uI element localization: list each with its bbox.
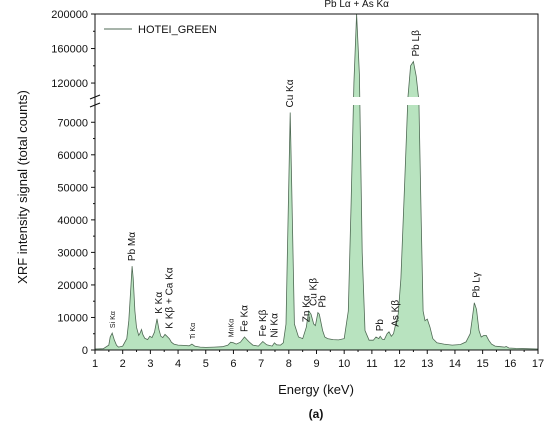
axis-break-mark-upper [89, 94, 101, 100]
x-tick-label: 4 [175, 358, 181, 370]
x-tick-label: 5 [203, 358, 209, 370]
peak-label: Cu Kβ [309, 278, 320, 306]
x-tick-label: 9 [313, 358, 319, 370]
peak-label: Ti Kα [190, 323, 197, 339]
y-tick-label: 40000 [57, 215, 88, 227]
peak-label: As Kβ [391, 300, 402, 327]
x-tick-label: 14 [449, 358, 461, 370]
peak-label: Pb Lγ [472, 272, 483, 298]
x-tick-label: 2 [120, 358, 126, 370]
peak-label: Pb Lα + As Kα [324, 0, 389, 10]
x-tick-label: 15 [477, 358, 489, 370]
peak-label: K Kβ + Ca Kα [165, 267, 176, 328]
spectrum-line [94, 13, 539, 350]
x-axis-label: Energy (keV) [278, 382, 354, 397]
peak-label: K Kα [154, 292, 165, 314]
y-tick-label: 160000 [51, 44, 88, 56]
legend: HOTEI_GREEN [104, 24, 217, 36]
peak-label: Pb [318, 295, 329, 308]
x-tick-label: 17 [532, 358, 544, 370]
axis-break-mark-lower [89, 102, 101, 108]
peak-label: Si Kα [110, 311, 117, 328]
y-tick-label: 60000 [57, 150, 88, 162]
x-tick-label: 1 [92, 358, 98, 370]
y-tick-label: 200000 [51, 9, 88, 21]
plot-area: 1 2 3 4 5 6 7 8 9 10 11 12 13 14 15 16 17010000200003000… [51, 0, 544, 370]
peak-label: Pb Lβ [411, 30, 422, 57]
peak-label: Cu Kα [285, 79, 296, 107]
peak-label: MnKα [229, 319, 236, 337]
peak-label: Zn Kα [301, 295, 312, 322]
peak-label: Pb [375, 319, 386, 332]
axis-break-band [95, 97, 538, 105]
y-tick-label: 30000 [57, 247, 88, 259]
x-tick-label: 13 [421, 358, 433, 370]
y-tick-label: 120000 [51, 78, 88, 90]
y-tick-label: 10000 [57, 312, 88, 324]
y-axis-label: XRF intensity signal (total counts) [15, 90, 30, 284]
peak-label: Pb Mα [127, 232, 138, 261]
peak-label: Fe Kα [240, 305, 251, 332]
y-tick-label: 20000 [57, 280, 88, 292]
x-tick-label: 10 [338, 358, 350, 370]
x-tick-label: 6 [230, 358, 236, 370]
x-tick-label: 11 [366, 358, 377, 370]
x-tick-label: 3 [147, 358, 153, 370]
x-tick-label: 8 [286, 358, 292, 370]
x-tick-label: 7 [258, 358, 264, 370]
peak-label: Fe Kβ [258, 309, 269, 336]
y-tick-label: 0 [82, 345, 88, 357]
peak-label: Ni Kα [269, 313, 280, 338]
y-tick-label: 50000 [57, 182, 88, 194]
legend-label: HOTEI_GREEN [138, 24, 217, 36]
y-tick-label: 70000 [57, 117, 88, 129]
figure-caption: (a) [309, 407, 324, 421]
x-tick-label: 12 [393, 358, 405, 370]
x-tick-label: 16 [504, 358, 516, 370]
